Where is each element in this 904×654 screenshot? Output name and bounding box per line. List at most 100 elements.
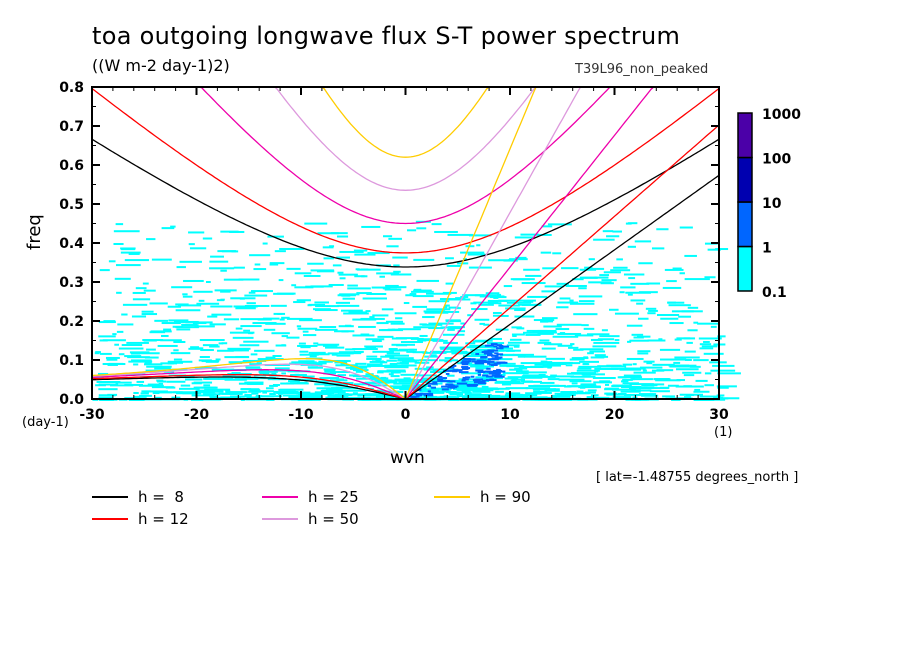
heat-cell bbox=[470, 375, 475, 378]
heat-cell bbox=[432, 339, 448, 342]
heat-cell bbox=[390, 375, 400, 378]
heat-cell bbox=[416, 279, 440, 282]
heat-cell bbox=[324, 370, 336, 373]
heat-cell bbox=[497, 361, 508, 364]
heat-cell bbox=[239, 344, 260, 347]
heat-cell bbox=[616, 258, 623, 261]
heat-cell bbox=[398, 328, 421, 331]
heat-cell bbox=[128, 252, 140, 255]
heat-cell bbox=[540, 360, 548, 363]
heat-cell bbox=[96, 381, 121, 384]
heat-cell bbox=[203, 393, 217, 396]
heat-cell bbox=[447, 233, 473, 236]
heat-cell bbox=[372, 314, 389, 317]
heat-cell bbox=[592, 377, 616, 380]
heat-cell bbox=[533, 390, 541, 393]
dispersion-curve-h12-kelvin bbox=[405, 124, 720, 400]
heat-cell bbox=[365, 310, 371, 313]
heat-cell bbox=[509, 368, 523, 371]
heat-cell bbox=[544, 285, 564, 288]
heat-cell bbox=[94, 352, 100, 355]
heat-cell bbox=[323, 257, 335, 260]
heat-cell bbox=[258, 370, 264, 373]
heat-cell bbox=[158, 382, 164, 385]
heat-cell bbox=[238, 278, 260, 281]
heat-cell bbox=[684, 358, 692, 361]
heat-cell bbox=[215, 358, 221, 361]
heat-cell bbox=[605, 383, 610, 386]
heat-cell bbox=[624, 367, 646, 370]
heat-cell bbox=[417, 380, 423, 383]
heat-cell bbox=[632, 396, 638, 399]
heat-cell bbox=[537, 332, 554, 335]
heat-cell bbox=[385, 390, 395, 393]
heat-cell bbox=[662, 286, 682, 289]
legend-swatch bbox=[92, 496, 128, 498]
heat-cell bbox=[207, 315, 218, 318]
heat-cell bbox=[543, 396, 556, 399]
heat-cell bbox=[509, 258, 528, 261]
heat-cell bbox=[400, 386, 411, 389]
heat-cell bbox=[477, 382, 487, 385]
heat-cell bbox=[447, 374, 455, 377]
heat-cell bbox=[428, 300, 450, 303]
heat-cell bbox=[523, 380, 533, 383]
heat-cell bbox=[355, 370, 364, 373]
heat-cell bbox=[200, 349, 214, 352]
heat-cell bbox=[195, 386, 217, 389]
heat-cell bbox=[709, 361, 727, 364]
heat-cell bbox=[147, 383, 160, 386]
heat-cell bbox=[338, 325, 354, 328]
heat-cell bbox=[384, 364, 405, 367]
y-tick-label: 0.0 bbox=[59, 392, 84, 408]
heat-cell bbox=[636, 302, 644, 305]
heat-cell bbox=[299, 350, 309, 353]
x-tick-label: -30 bbox=[79, 407, 105, 423]
heat-cell bbox=[121, 313, 128, 316]
heat-cell bbox=[511, 378, 526, 381]
heat-cell bbox=[619, 291, 625, 294]
heat-cell bbox=[183, 279, 204, 282]
heat-cell bbox=[442, 377, 448, 380]
heat-cell bbox=[249, 254, 271, 257]
heat-cell bbox=[251, 392, 259, 395]
heat-cell bbox=[179, 387, 200, 390]
heat-cell bbox=[612, 396, 632, 399]
heat-cell bbox=[135, 287, 147, 290]
heat-cell bbox=[331, 353, 338, 356]
heat-cell bbox=[507, 341, 530, 344]
heat-cell bbox=[353, 383, 369, 386]
heat-cell bbox=[244, 294, 268, 297]
heat-cell bbox=[641, 394, 659, 397]
heat-cell bbox=[388, 373, 394, 376]
heat-cell bbox=[683, 374, 695, 377]
heat-cell bbox=[423, 392, 434, 395]
heat-cell bbox=[449, 393, 464, 396]
heat-cell bbox=[223, 278, 244, 281]
heat-cell bbox=[410, 396, 417, 399]
heat-cell bbox=[393, 264, 400, 267]
heat-cell bbox=[656, 314, 680, 317]
heat-cell bbox=[445, 282, 454, 285]
heat-cell bbox=[430, 387, 443, 390]
legend-label: h = 12 bbox=[138, 510, 189, 528]
heat-cell bbox=[117, 323, 134, 326]
heat-cell bbox=[572, 278, 584, 281]
heat-cell bbox=[170, 352, 191, 355]
heat-cell bbox=[603, 271, 621, 274]
heat-cell bbox=[327, 394, 346, 397]
heat-cell bbox=[485, 379, 497, 382]
heat-cell bbox=[646, 362, 653, 365]
heat-cell bbox=[112, 333, 117, 336]
heat-cell bbox=[143, 289, 156, 292]
heat-cell bbox=[507, 394, 533, 397]
heat-cell bbox=[188, 347, 202, 350]
heat-cell bbox=[622, 378, 633, 381]
heat-cell bbox=[379, 275, 385, 278]
heat-cell bbox=[232, 336, 254, 339]
heat-cell bbox=[221, 342, 228, 345]
heat-cell bbox=[323, 368, 336, 371]
heat-cell bbox=[448, 391, 457, 394]
heat-cell bbox=[546, 361, 573, 364]
heat-cell bbox=[717, 335, 726, 338]
